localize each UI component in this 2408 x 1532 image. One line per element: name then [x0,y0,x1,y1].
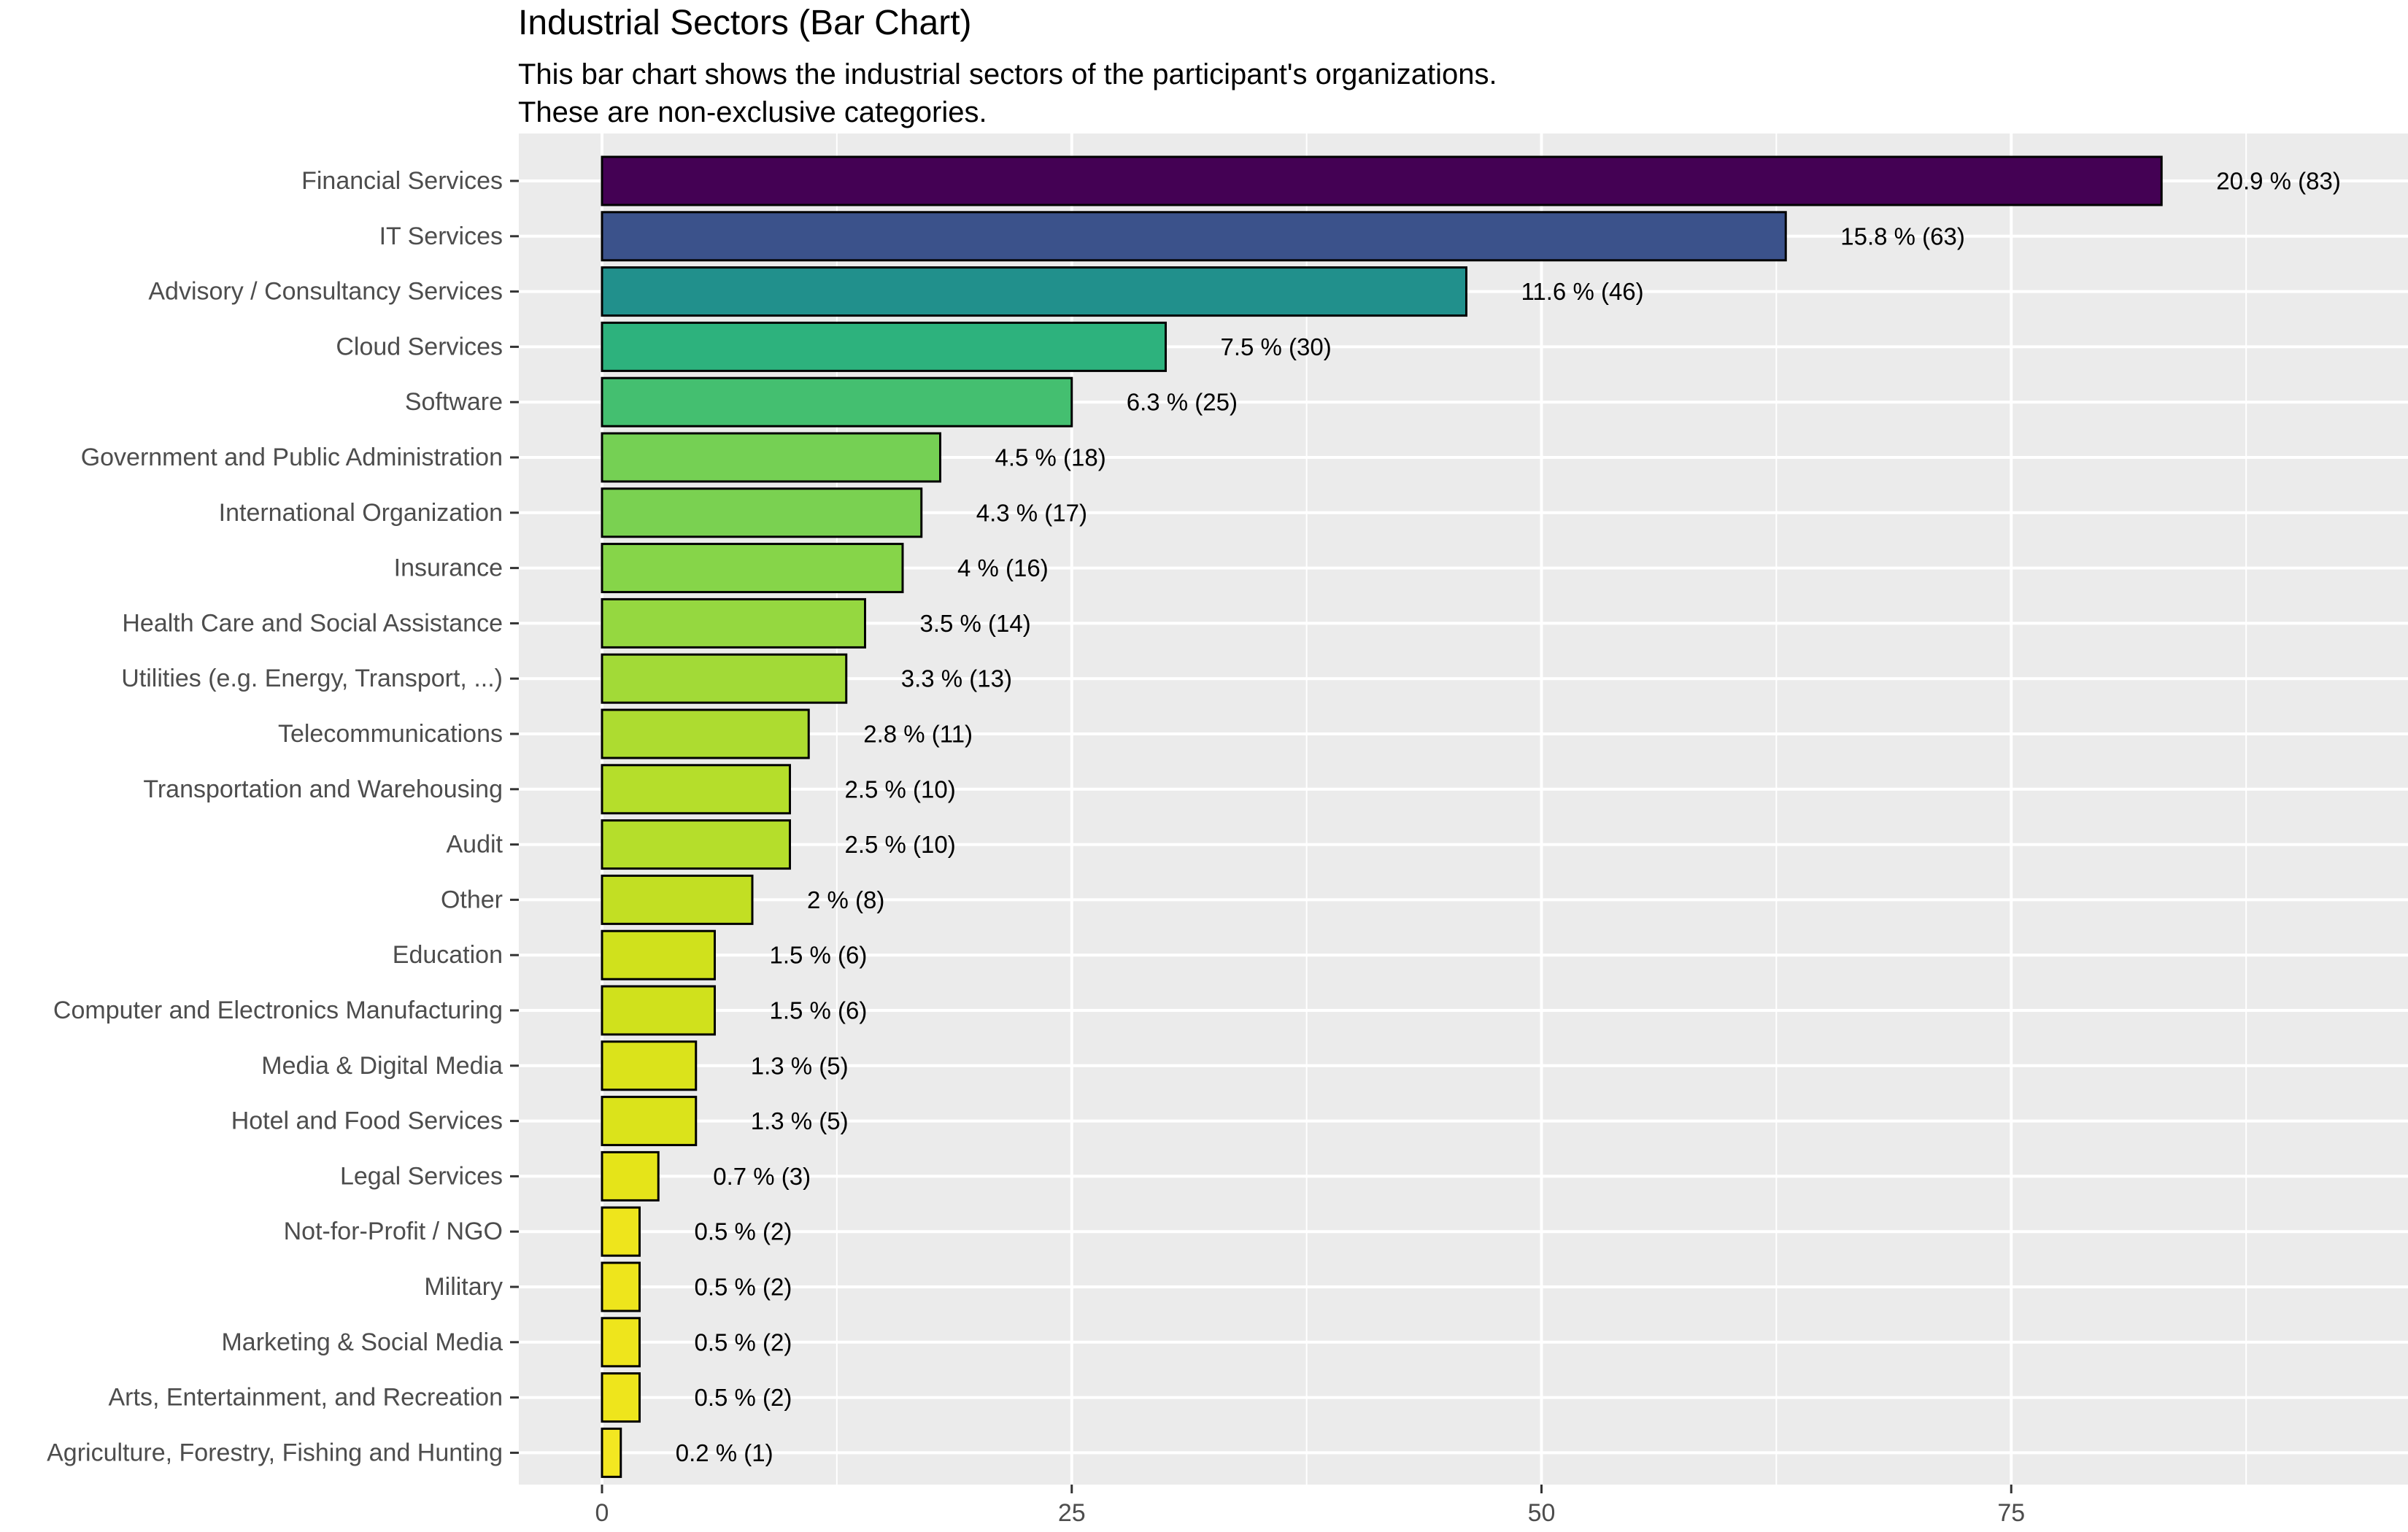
x-tick-label: 25 [1058,1499,1086,1527]
bar-value-label: 0.5 % (2) [695,1328,792,1355]
bar [601,211,1787,262]
y-tick-label: Insurance [394,554,503,582]
bar [601,266,1467,317]
bar [601,1096,698,1147]
bar [601,432,941,483]
bar-value-label: 0.5 % (2) [695,1218,792,1245]
bar-value-label: 7.5 % (30) [1221,333,1332,360]
y-tick-label: Advisory / Consultancy Services [148,278,503,306]
bar [601,1040,698,1091]
bar-value-label: 0.5 % (2) [695,1384,792,1411]
bar [601,764,791,815]
bar-value-label: 3.3 % (13) [901,665,1012,692]
chart-title: Industrial Sectors (Bar Chart) [518,4,972,42]
bar-value-label: 1.5 % (6) [770,942,868,969]
bar [601,874,754,925]
x-tick-label: 75 [1997,1499,2025,1527]
bar-value-label: 1.3 % (5) [751,1052,849,1079]
bar-value-label: 4 % (16) [957,554,1049,581]
y-tick-label: Health Care and Social Assistance [122,609,503,637]
bar-value-label: 20.9 % (83) [2216,168,2341,195]
bar [601,1261,641,1312]
y-tick-label: Arts, Entertainment, and Recreation [109,1384,503,1412]
bar-value-label: 11.6 % (46) [1521,278,1644,305]
bar-value-label: 0.7 % (3) [713,1163,811,1190]
x-tick-label: 0 [595,1499,609,1527]
y-tick-label: Computer and Electronics Manufacturing [53,997,503,1024]
bar-value-label: 2.8 % (11) [863,721,973,748]
bar [601,321,1167,372]
bar [601,985,716,1036]
bar-value-labels: 20.9 % (83) 15.8 % (63) 11.6 % (46) 7.5 % (… [676,168,2341,1466]
y-tick-label: Hotel and Food Services [231,1107,503,1135]
bar-value-label: 2.5 % (10) [845,775,956,802]
bar [601,1372,641,1423]
bar [601,1317,641,1368]
y-tick-label: Education [393,941,503,969]
subtitle-line-2: These are non-exclusive categories. [518,96,987,128]
y-tick-label: Agriculture, Forestry, Fishing and Hunti… [47,1439,503,1466]
y-tick-label: Military [424,1273,503,1301]
y-tick-label: Audit [447,831,503,859]
bar-value-label: 3.5 % (14) [920,610,1031,637]
y-tick-label: Not-for-Profit / NGO [284,1218,503,1245]
bar [601,376,1073,428]
y-tick-label: IT Services [379,223,503,250]
bar-value-label: 2.5 % (10) [845,831,956,858]
y-tick-label: Utilities (e.g. Energy, Transport, ...) [121,665,503,692]
y-tick-label: Media & Digital Media [261,1052,503,1080]
x-tick-label: 50 [1528,1499,1556,1527]
y-tick-label: Marketing & Social Media [221,1328,503,1356]
bar-value-label: 4.3 % (17) [976,499,1087,526]
bar [601,155,2163,206]
bars [601,155,2163,1478]
y-tick-label: Government and Public Administration [81,444,503,471]
y-tick-label: Legal Services [340,1162,503,1190]
bar-value-label: 1.3 % (5) [751,1107,849,1134]
bar-value-label: 2 % (8) [807,886,884,913]
y-tick-label: Other [441,886,503,913]
bar [601,1427,622,1478]
bar [601,597,866,649]
bar-value-label: 4.5 % (18) [995,444,1106,471]
subtitle-line-1: This bar chart shows the industrial sect… [518,58,1497,90]
bar [601,819,791,870]
x-axis: 0 25 50 75 [595,1485,2025,1527]
bar-value-label: 6.3 % (25) [1127,389,1238,416]
y-tick-label: Software [405,388,503,416]
bar [601,543,904,594]
bar [601,929,716,980]
bar-value-label: 1.5 % (6) [770,997,868,1024]
bar-value-label: 0.5 % (2) [695,1274,792,1301]
y-tick-label: Telecommunications [278,720,503,748]
bar [601,708,810,759]
y-tick-label: Transportation and Warehousing [143,775,503,803]
bar [601,1150,660,1202]
bar-value-label: 0.2 % (1) [676,1439,773,1466]
bar [601,653,848,704]
y-axis: Financial Services IT Services Advisory / … [47,167,519,1466]
bar-value-label: 15.8 % (63) [1840,223,1965,249]
y-tick-label: Cloud Services [336,333,503,360]
bar [601,1206,641,1257]
y-tick-label: International Organization [219,499,503,527]
y-tick-label: Financial Services [301,167,503,195]
bar [601,487,923,538]
chart-subtitle: This bar chart shows the industrial sect… [518,55,1497,131]
